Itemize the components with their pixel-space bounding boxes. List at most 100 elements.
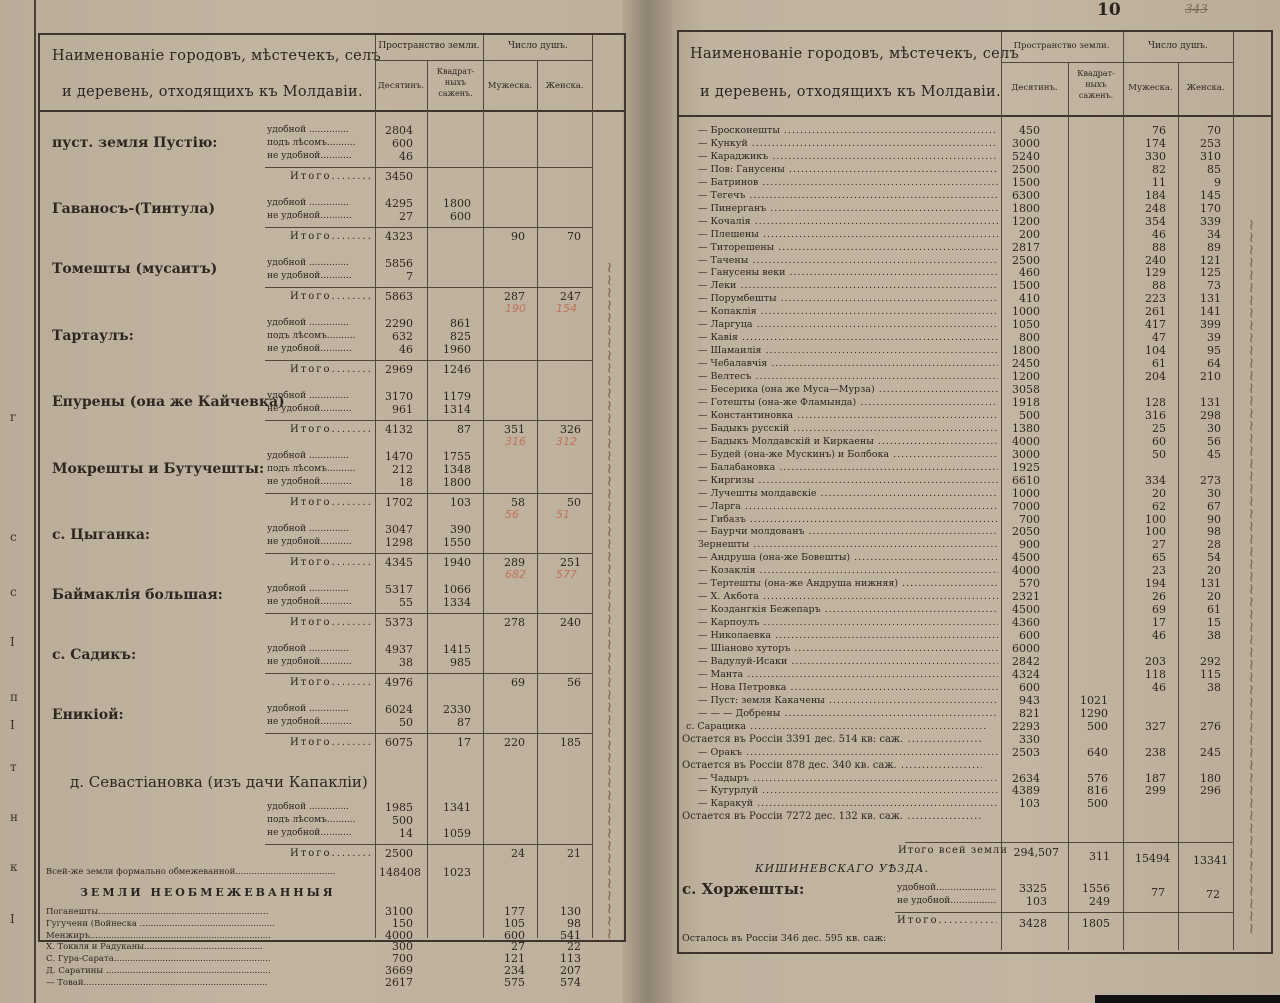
desyatin-value: 6610 [1012,473,1040,487]
desyatin-value: 7000 [1012,499,1040,513]
table-row: — Леки 1500 88 73 [680,279,1240,292]
divider [265,360,592,361]
male-value: 118 [1145,667,1166,681]
place-name: — Ларга [698,500,998,513]
total-female: 326 [560,423,581,436]
land-type-label: удобной .............. [267,391,350,401]
female-value: 54 [1207,551,1221,565]
female-value: 15 [1207,616,1221,630]
divider [265,493,592,494]
edge-letter: I [10,635,15,649]
desyatin-value: 500 [392,814,413,827]
desyatin-value: 2617 [385,975,413,989]
table-row: — Копаклія 1000 261 141 [680,305,1240,318]
place-name: — Порумбешты [698,292,998,305]
male-value: 23 [1152,564,1166,578]
land-type-label: удобной .............. [267,198,350,208]
table-row: — Бадыкъ русскій 1380 25 30 [680,422,1240,435]
desyatin-value: 103 [1019,797,1040,811]
total-sq: 1940 [443,556,471,569]
edge-letter: I [10,718,15,732]
desyatin-value: 500 [1019,408,1040,422]
table-row: — Бадыкъ Молдавскій и Киркаены 4000 60 56 [680,435,1240,448]
male-value: 69 [1152,603,1166,617]
male-value: 194 [1145,577,1166,591]
total-male: 58 [511,496,525,509]
place-name: Д. Саратины ............................… [46,966,271,976]
table-row: — — — Добрены 821 1290 [680,707,1240,720]
table-row: — Бросконешты 450 76 70 [680,124,1240,137]
female-value: 131 [1200,292,1221,306]
place-name: — Леки [698,279,998,292]
table-row: — Козаклія 4000 23 20 [680,564,1240,577]
place-name: — Ларгуца [698,318,998,331]
male-value: 129 [1145,266,1166,280]
desyatin-value: 14 [399,827,413,840]
col-line [483,35,484,938]
table-row: — Готешты (она-же Фламында) 1918 128 131 [680,396,1240,409]
place-name: — Нова Петровка [698,681,998,694]
total-sq: 87 [457,423,471,436]
edge-letter: н [10,810,18,824]
desyatin-value: 3058 [1012,383,1040,396]
divider [265,673,592,674]
place-name: — Титорешены [698,241,998,254]
female-value: 30 [1207,421,1221,435]
female-value: 90 [1207,512,1221,526]
male-value: 46 [1152,629,1166,643]
male-value: 17 [1152,616,1166,630]
desyatin-value: 2293 [1012,719,1040,733]
total-male: 351 [504,423,525,436]
place-name: Зернешты [698,538,998,551]
desyatin-value: 800 [1019,331,1040,345]
male-value: 50 [1152,447,1166,461]
total-label: Итого........ [290,364,373,375]
place-name: — Кункуй [698,137,998,150]
land-type-label: подъ лѣсомъ.......... [267,815,356,825]
edge-letter: г [10,410,17,424]
female-value: 131 [1200,577,1221,591]
place-name: — Николаевка [698,629,998,642]
desyatin-value: 2450 [1012,357,1040,371]
place-name: с. Садикъ: [52,647,137,663]
total-label: Итого........................ [897,915,997,926]
desyatin-value: 1298 [385,536,413,549]
edge-letter: с [10,530,17,544]
table-row: — Батринов 1500 11 9 [680,176,1240,189]
place-name: — Ганусены веки [698,266,998,279]
place-name: — Кавія [698,331,998,344]
sq-sazhen-value: 1550 [443,536,471,549]
desyatin-value: 2842 [1012,654,1040,668]
place-name: — Кугурлуй [698,784,998,797]
land-type-label: удобной .............. [267,644,350,654]
desyatin-value: 3000 [1012,447,1040,461]
land-type-label: удобной .............. [267,318,350,328]
desyatin-value: 103 [1026,895,1047,908]
place-name: — Чадыръ [698,772,998,785]
female-value: 273 [1200,473,1221,487]
female-value: 115 [1200,667,1221,681]
female-value: 245 [1200,745,1221,759]
total-label: Итого........ [290,291,373,302]
total-sq: 1805 [1082,917,1110,930]
divider [265,733,592,734]
desyatin-value: 5856 [385,257,413,270]
desyatin-value: 1800 [1012,201,1040,215]
header-female: Женска. [1186,83,1225,93]
desyatin-value: 1800 [1012,344,1040,358]
desyatin-value: 4500 [1012,551,1040,565]
table-row: Остается въ Россіи 7272 дес. 132 кв. саж… [680,810,1240,823]
divider [265,287,592,288]
desyatin-value: 4000 [385,928,413,942]
header-male: Мужеска. [487,81,533,91]
place-name: С. Гура-Сарата..........................… [46,954,271,965]
female-value: 56 [1207,434,1221,448]
grand-total-desyatin: 294,507 [1013,846,1060,859]
place-name: — Гибазъ [698,513,998,526]
table-row: — Х. Акбота 2321 26 20 [680,590,1240,603]
table-row: — Кункуй 3000 174 253 [680,137,1240,150]
land-type-label: подъ лѣсомъ.......... [267,464,356,474]
place-name: — Козаклія [698,564,998,577]
place-name: Менжиръ.................................… [46,930,271,941]
desyatin-value: 1380 [1012,421,1040,435]
